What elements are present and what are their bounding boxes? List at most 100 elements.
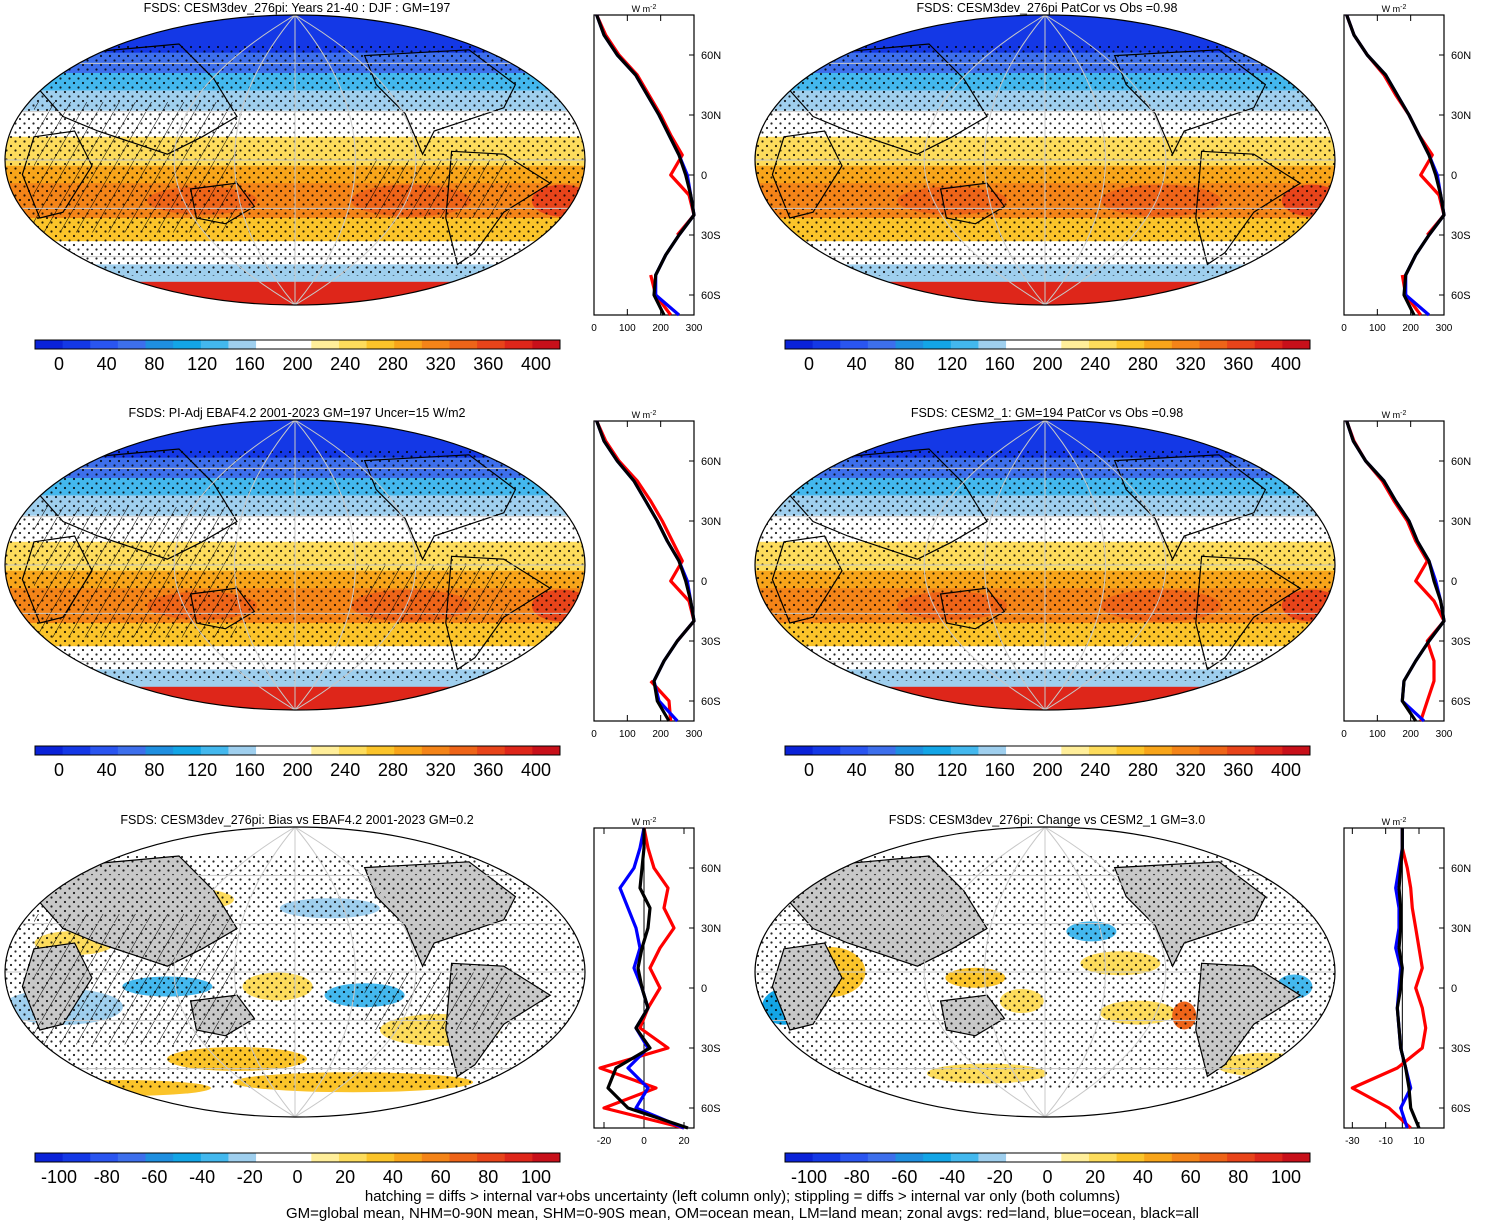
map-frame: [4, 14, 586, 306]
profile-ytick-label: 30N: [701, 110, 721, 122]
profile-units: W m-2: [632, 4, 657, 14]
colorbar-swatch: [117, 340, 147, 349]
colorbar-label: 280: [378, 760, 408, 780]
colorbar-label: 40: [847, 354, 867, 374]
colorbar-swatch: [394, 746, 423, 755]
profile-xtick-label: 300: [1436, 323, 1453, 334]
panel-title: FSDS: CESM2_1: GM=194 PatCor vs Obs =0.9…: [911, 406, 1183, 420]
colorbar: 0 40 80 120 160 200 240 280 320 360 400: [34, 339, 561, 374]
profile-ytick-label: 0: [701, 983, 707, 995]
colorbar-swatch: [867, 340, 897, 349]
colorbar-swatch: [1254, 746, 1283, 755]
colorbar-swatch: [532, 340, 561, 349]
colorbar-swatch: [421, 1153, 450, 1162]
colorbar-swatch: [1006, 746, 1035, 755]
colorbar-swatch: [1254, 340, 1283, 349]
colorbar-label: 100: [1271, 1167, 1301, 1187]
profile-ytick-label: 60N: [1451, 863, 1471, 875]
colorbar-swatch: [256, 340, 285, 349]
colorbar-swatch: [173, 340, 202, 349]
profile-xtick-label: 200: [652, 323, 669, 334]
colorbar-swatch: [1171, 340, 1200, 349]
profile-xtick-label: 300: [686, 729, 703, 740]
profile-series-line: [1395, 828, 1421, 1129]
colorbar-swatch: [311, 1153, 340, 1162]
colorbar-swatch: [785, 1153, 814, 1162]
colorbar-swatch: [978, 746, 1007, 755]
colorbar-label: 60: [1181, 1167, 1201, 1187]
colorbar-swatch: [978, 340, 1007, 349]
colorbar-swatch: [1199, 746, 1228, 755]
colorbar-swatch: [840, 340, 869, 349]
colorbar-swatch: [311, 340, 340, 349]
profile-units: W m-2: [632, 410, 657, 420]
hatching: [364, 160, 510, 218]
colorbar-label: 80: [144, 760, 164, 780]
colorbar-swatch: [62, 1153, 91, 1162]
colorbar-swatch: [145, 1153, 174, 1162]
map-frame: [754, 419, 1336, 711]
colorbar-label: 200: [282, 760, 312, 780]
colorbar-swatch: [338, 1153, 368, 1162]
profile-frame: [1343, 14, 1445, 316]
map-panel-4: FSDS: CESM2_1: GM=194 PatCor vs Obs =0.9…: [754, 406, 1336, 711]
colorbar-swatch: [867, 1153, 897, 1162]
hatching: [34, 914, 237, 1045]
profile-ytick-label: 30N: [1451, 923, 1471, 935]
colorbar-label: 360: [473, 354, 503, 374]
colorbar-label: 40: [97, 760, 117, 780]
colorbar-swatch: [1088, 1153, 1118, 1162]
colorbar-swatch: [812, 340, 841, 349]
hatching: [364, 565, 510, 623]
colorbar-label: 360: [473, 760, 503, 780]
colorbar-swatch: [311, 746, 340, 755]
footnote-definitions: GM=global mean, NHM=0-90N mean, SHM=0-90…: [285, 1205, 1199, 1222]
colorbar-swatch: [923, 746, 952, 755]
colorbar-label: 80: [1228, 1167, 1248, 1187]
colorbar-swatch: [1144, 340, 1173, 349]
colorbar-swatch: [1033, 746, 1062, 755]
colorbar-frame: [34, 745, 561, 756]
colorbar-swatch: [200, 746, 229, 755]
colorbar-swatch: [1144, 746, 1173, 755]
profile-ytick-label: 60N: [701, 50, 721, 62]
colorbar-frame: [784, 339, 1311, 350]
colorbar-label: 80: [894, 760, 914, 780]
colorbar-label: 120: [937, 354, 967, 374]
colorbar-swatch: [504, 1153, 533, 1162]
colorbar-swatch: [1254, 1153, 1283, 1162]
colorbar-swatch: [228, 1153, 257, 1162]
profile-ytick-label: 0: [701, 170, 707, 182]
colorbar-swatch: [228, 746, 257, 755]
panel-title: FSDS: CESM3dev_276pi: Years 21-40 : DJF …: [144, 1, 451, 15]
colorbar-swatch: [1282, 1153, 1311, 1162]
colorbar-label: -80: [94, 1167, 120, 1187]
colorbar-label: 200: [282, 354, 312, 374]
colorbar-label: 240: [1080, 760, 1110, 780]
colorbar-swatch: [366, 340, 395, 349]
colorbar-swatch: [35, 746, 64, 755]
profile-xtick-label: -20: [597, 1136, 612, 1147]
profile-series-line: [1345, 420, 1446, 722]
map-panel-6: FSDS: CESM3dev_276pi: Change vs CESM2_1 …: [754, 813, 1336, 1118]
profile-xtick-label: 100: [619, 323, 636, 334]
colorbar: 0 40 80 120 160 200 240 280 320 360 400: [784, 745, 1311, 780]
colorbar-label: -20: [987, 1167, 1013, 1187]
colorbar-label: 320: [1176, 354, 1206, 374]
colorbar-swatch: [1061, 746, 1090, 755]
colorbar-swatch: [1116, 746, 1145, 755]
colorbar-swatch: [1116, 1153, 1145, 1162]
profile-xtick-label: 0: [591, 323, 597, 334]
colorbar-frame: [34, 339, 561, 350]
colorbar-label: 60: [431, 1167, 451, 1187]
colorbar-label: 240: [1080, 354, 1110, 374]
profile-xtick-label: 200: [652, 729, 669, 740]
colorbar-label: 280: [378, 354, 408, 374]
colorbar-swatch: [785, 340, 814, 349]
profile-ytick-label: 60S: [1451, 696, 1471, 708]
colorbar-swatch: [200, 1153, 229, 1162]
colorbar-swatch: [338, 746, 368, 755]
map-frame: [4, 826, 586, 1118]
colorbar-label: 360: [1223, 354, 1253, 374]
colorbar-swatch: [950, 1153, 979, 1162]
